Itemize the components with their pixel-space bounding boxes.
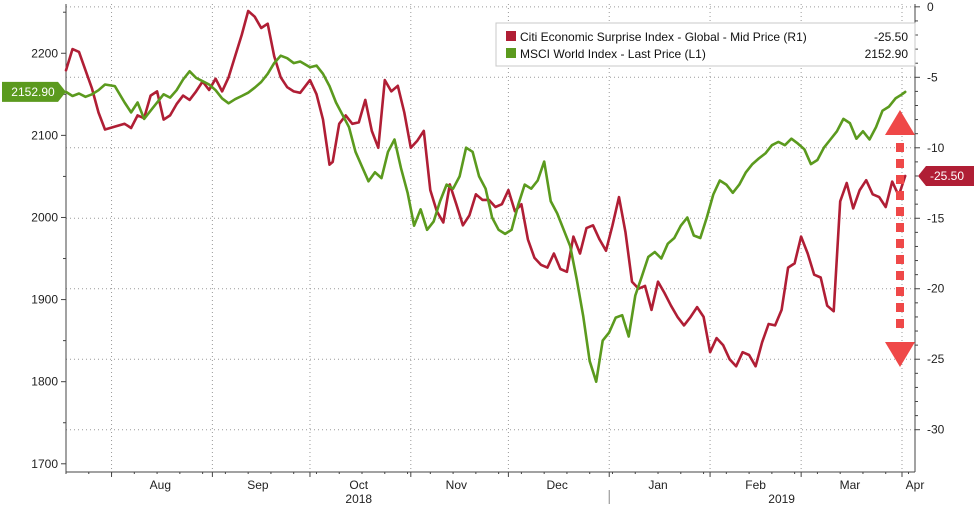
- arrow-dash: [896, 239, 904, 248]
- month-label: Oct: [349, 478, 368, 492]
- right-tick-label: -10: [927, 141, 945, 155]
- arrow-dash: [896, 287, 904, 296]
- left-tick-label: 2100: [31, 128, 58, 142]
- arrow-dash: [896, 255, 904, 264]
- right-tick-label: -30: [927, 423, 945, 437]
- left-badge-shape: [2, 81, 66, 102]
- arrow-dash: [896, 271, 904, 280]
- legend-label-citi: Citi Economic Surprise Index - Global - …: [520, 30, 807, 44]
- legend-value-msci: 2152.90: [865, 47, 909, 61]
- right-badge-shape: [918, 165, 974, 186]
- month-label: Apr: [906, 478, 925, 492]
- left-tick-label: 2000: [31, 210, 58, 224]
- right-tick-label: -20: [927, 282, 945, 296]
- year-label: 2018: [345, 492, 372, 506]
- direction-arrows: [885, 110, 915, 367]
- arrow-dash: [896, 223, 904, 232]
- down-arrowhead: [885, 342, 915, 367]
- right-tick-label: -25: [927, 352, 945, 366]
- month-label: Feb: [745, 478, 766, 492]
- right-tick-label: 0: [927, 0, 934, 14]
- legend-box: [495, 22, 916, 67]
- left-tick-label: 1900: [31, 293, 58, 307]
- arrow-dash: [896, 191, 904, 200]
- month-label: Jan: [648, 478, 667, 492]
- arrow-dash: [896, 159, 904, 168]
- right-tick-label: -5: [927, 70, 938, 84]
- left-tick-label: 2200: [31, 46, 58, 60]
- arrow-dash: [896, 207, 904, 216]
- left-last-value-badge: 2152.90: [2, 81, 66, 102]
- arrow-dash: [896, 319, 904, 328]
- series-lines: [64, 9, 907, 384]
- right-last-value-badge: -25.50: [918, 165, 974, 186]
- up-arrowhead: [885, 110, 915, 135]
- year-label: 2019: [768, 492, 795, 506]
- legend-value-citi: -25.50: [874, 30, 908, 44]
- gridlines: [66, 4, 915, 472]
- axes: 0 -5 -10 -15 -20 -25 -30 1700 1800 1900 2000 2100 22…: [31, 0, 944, 506]
- left-badge-value: 2152.90: [11, 85, 55, 99]
- arrow-dash: [896, 175, 904, 184]
- month-label: Nov: [446, 478, 467, 492]
- legend-swatch-msci: [506, 48, 516, 58]
- last-value-badges: 2152.90 -25.50: [2, 81, 974, 186]
- legend: Citi Economic Surprise Index - Global - …: [495, 22, 916, 67]
- right-tick-label: -15: [927, 211, 945, 225]
- right-badge-value: -25.50: [930, 169, 964, 183]
- month-label: Mar: [840, 478, 861, 492]
- series-line-msci: [64, 54, 907, 384]
- arrow-dash: [896, 303, 904, 312]
- month-label: Sep: [247, 478, 269, 492]
- month-label: Dec: [547, 478, 568, 492]
- left-tick-label: 1700: [31, 457, 58, 471]
- legend-swatch-citi: [506, 31, 516, 41]
- month-label: Aug: [150, 478, 171, 492]
- arrow-dash: [896, 143, 904, 152]
- legend-label-msci: MSCI World Index - Last Price (L1): [520, 47, 706, 61]
- left-tick-label: 1800: [31, 375, 58, 389]
